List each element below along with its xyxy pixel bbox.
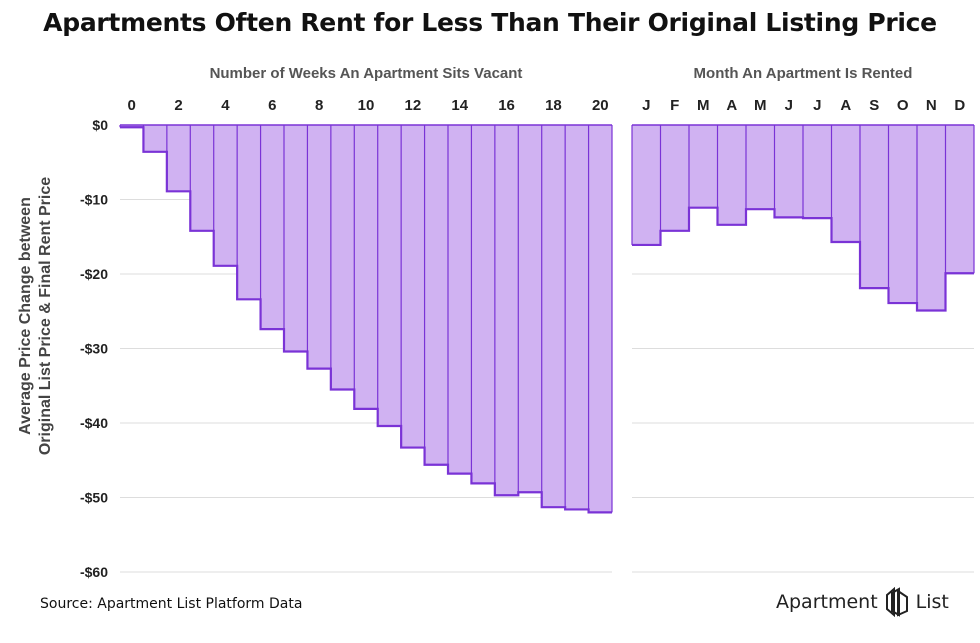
week-bar-13: [424, 125, 448, 465]
month-bar-7: [831, 125, 860, 242]
month-tick-label: J: [813, 97, 821, 114]
panel-title-month: Month An Apartment Is Rented: [694, 65, 913, 82]
month-tick-label: M: [697, 97, 710, 114]
week-bar-5: [237, 125, 261, 300]
week-bar-0: [120, 125, 144, 128]
y-tick-label: -$10: [80, 192, 108, 208]
week-bar-11: [377, 125, 402, 426]
week-bar-bottoms: [120, 126, 612, 514]
month-bar-8: [860, 125, 889, 289]
y-tick-label: -$60: [80, 564, 108, 580]
apartment-list-logo: Apartment List: [776, 585, 949, 619]
month-tick-label: A: [726, 97, 737, 114]
week-tick-label: 16: [498, 97, 515, 114]
month-tick-label: A: [840, 97, 851, 114]
y-tick-label: -$30: [80, 341, 108, 357]
week-tick-label: 4: [221, 97, 230, 114]
month-bar-0: [632, 125, 661, 245]
source-note: Source: Apartment List Platform Data: [40, 596, 303, 612]
week-bar-15: [471, 125, 495, 484]
month-tick-label: S: [869, 97, 879, 114]
month-tick-label: D: [954, 97, 965, 114]
month-bar-9: [888, 125, 917, 304]
month-tick-label: M: [754, 97, 767, 114]
week-tick-label: 10: [358, 97, 375, 114]
month-tick-label: F: [670, 97, 679, 114]
week-tick-label: 12: [405, 97, 422, 114]
week-bar-18: [541, 125, 566, 508]
week-bar-20: [588, 125, 612, 513]
month-bar-5: [774, 125, 803, 218]
week-bar-2: [166, 125, 191, 192]
week-bar-12: [401, 125, 425, 448]
month-tick-label: J: [642, 97, 650, 114]
month-bar-4: [746, 125, 775, 210]
week-bar-8: [307, 125, 331, 369]
month-tick-label: N: [926, 97, 937, 114]
week-bar-14: [448, 125, 472, 474]
week-bar-1: [143, 125, 167, 152]
week-bar-16: [494, 125, 519, 496]
panel-title-week: Number of Weeks An Apartment Sits Vacant: [210, 65, 523, 82]
month-tick-label: J: [785, 97, 793, 114]
apartment-list-logo-icon: [885, 587, 908, 617]
week-tick-label: 8: [315, 97, 323, 114]
y-axis-label-line1: Average Price Change between: [17, 197, 34, 435]
week-bar-19: [565, 125, 589, 510]
y-tick-label: -$50: [80, 490, 108, 506]
logo-word-apartment: Apartment: [776, 591, 878, 613]
week-bar-7: [284, 125, 308, 352]
y-axis: $0 -$10 -$20 -$30 -$40 -$50 -$60: [80, 117, 108, 580]
month-bar-6: [803, 125, 832, 219]
week-tick-label: 18: [545, 97, 562, 114]
month-bar-2: [689, 125, 718, 208]
month-tick-label: O: [897, 97, 909, 114]
y-tick-label: -$20: [80, 266, 108, 282]
week-bar-17: [518, 125, 542, 493]
chart-title: Apartments Often Rent for Less Than Thei…: [43, 8, 937, 37]
y-axis-label-line2: Original List Price & Final Rent Price: [37, 177, 54, 455]
week-bar-6: [260, 125, 284, 330]
month-bar-1: [660, 125, 689, 231]
month-bar-11: [945, 125, 974, 274]
week-bar-4: [213, 125, 238, 266]
y-tick-label: $0: [92, 117, 108, 133]
weeks-vacant-panel: Number of Weeks An Apartment Sits Vacant…: [119, 65, 613, 514]
y-tick-label: -$40: [80, 415, 108, 431]
week-tick-label: 0: [128, 97, 136, 114]
month-bar-bottoms: [632, 206, 974, 312]
week-tick-label: 20: [592, 97, 609, 114]
month-bar-10: [917, 125, 946, 311]
week-tick-label: 6: [268, 97, 276, 114]
week-bar-3: [190, 125, 214, 231]
week-tick-label: 14: [451, 97, 468, 114]
logo-word-list: List: [915, 591, 949, 613]
week-tick-label: 2: [174, 97, 182, 114]
month-bar-3: [717, 125, 746, 225]
week-bar-10: [354, 125, 378, 409]
week-bar-9: [330, 125, 355, 390]
